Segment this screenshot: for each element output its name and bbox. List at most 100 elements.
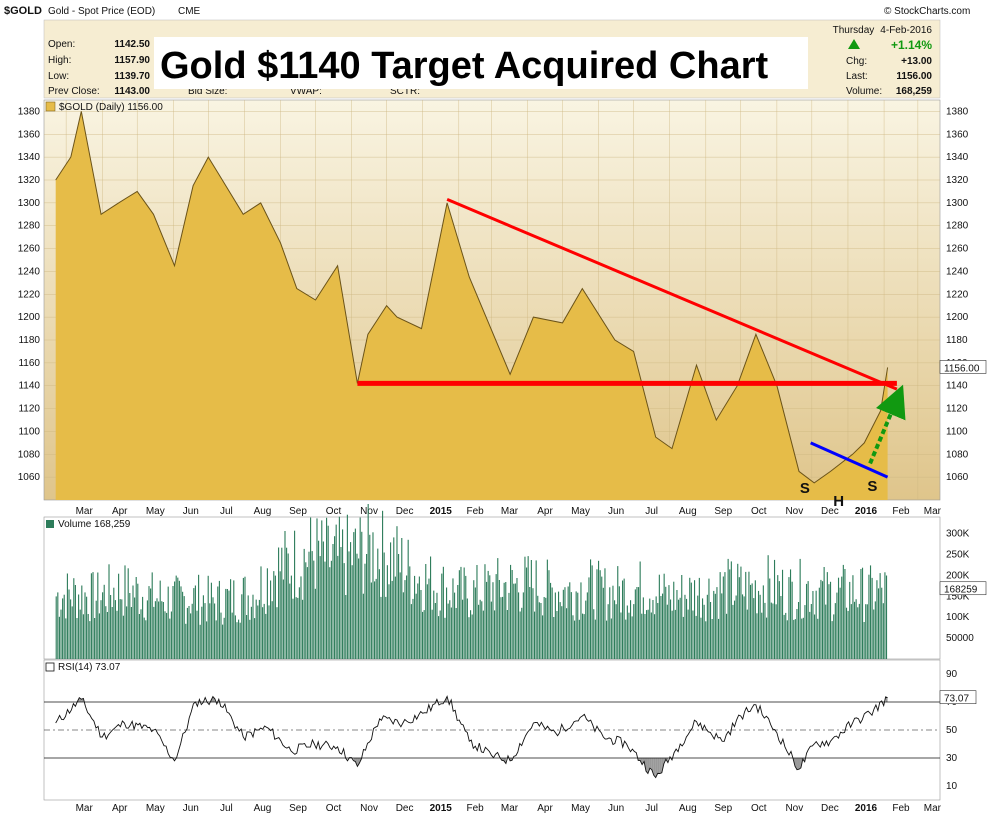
volume-bar	[868, 574, 870, 659]
volume-bar	[380, 596, 382, 659]
volume-y-tick: 50000	[946, 633, 974, 644]
volume-bar	[647, 609, 649, 659]
rsi-x-tick: Mar	[501, 803, 519, 814]
volume-bar	[877, 588, 880, 659]
price-y-tick-right: 1260	[946, 244, 969, 255]
volume-bar	[418, 576, 420, 659]
volume-bar	[182, 591, 184, 659]
volume-bar	[292, 598, 294, 659]
volume-bar	[649, 598, 651, 659]
volume-bar	[514, 583, 516, 659]
price-x-tick: Jul	[220, 506, 233, 517]
volume-bar	[111, 607, 113, 659]
volume-bar	[660, 596, 662, 659]
volume-bar	[396, 526, 398, 659]
volume-bar	[786, 620, 788, 659]
volume-bar	[807, 581, 809, 659]
volume-bar	[425, 564, 427, 659]
price-x-tick: Jun	[183, 506, 199, 517]
price-x-tick: Nov	[785, 506, 803, 517]
volume-bar	[810, 604, 812, 659]
volume-bar	[95, 600, 97, 659]
volume-bar	[119, 599, 121, 659]
volume-bar	[522, 592, 524, 659]
volume-bar	[345, 595, 347, 659]
volume-bar	[332, 544, 334, 659]
price-x-tick: Mar	[76, 506, 94, 517]
rsi-x-tick: Jul	[220, 803, 233, 814]
volume-bar	[575, 591, 577, 659]
volume-bar	[487, 570, 489, 659]
volume-bar	[559, 602, 561, 659]
volume-bar	[850, 604, 852, 659]
volume-bar	[797, 602, 800, 659]
volume-bar	[340, 547, 342, 659]
volume-bar	[545, 597, 547, 659]
volume-bar	[335, 524, 337, 659]
volume-bar	[546, 559, 548, 659]
volume-bar	[175, 575, 177, 659]
volume-bar	[257, 605, 259, 659]
volume-bar	[167, 586, 169, 659]
volume-bar	[310, 517, 312, 659]
volume-bar	[154, 601, 156, 659]
volume-bar	[510, 564, 512, 659]
price-x-tick: Apr	[112, 506, 128, 517]
volume-bar	[490, 601, 492, 659]
price-x-tick: Apr	[537, 506, 553, 517]
volume-bar	[118, 573, 120, 659]
volume-bar	[869, 565, 872, 659]
volume-bar	[199, 624, 201, 659]
volume-bar	[882, 603, 884, 659]
volume-bar	[116, 610, 118, 659]
price-y-tick-left: 1220	[18, 289, 41, 300]
volume-bar	[260, 566, 262, 659]
volume-bar	[606, 620, 608, 659]
volume-bar	[108, 564, 110, 659]
volume-bar	[585, 600, 587, 659]
last-label: Last:	[846, 71, 868, 82]
rsi-x-tick: May	[571, 803, 590, 814]
price-x-tick: Mar	[501, 506, 519, 517]
volume-bar	[669, 599, 672, 659]
volume-bar	[353, 532, 355, 659]
svg-text:1156.00: 1156.00	[944, 363, 980, 374]
volume-bar	[214, 603, 216, 659]
volume-bar	[554, 592, 556, 659]
pattern-annotations: SHS	[800, 478, 878, 510]
exchange-label: CME	[178, 6, 201, 17]
volume-bar	[458, 570, 460, 659]
volume-bar	[498, 580, 500, 659]
volume-bar	[114, 600, 116, 659]
volume-bar	[74, 585, 76, 659]
volume-y-tick: 300K	[946, 529, 970, 540]
volume-bar	[631, 616, 633, 659]
volume-bar	[673, 581, 675, 659]
volume-bar	[439, 610, 441, 659]
volume-bar	[713, 590, 715, 659]
volume-bar	[162, 602, 164, 659]
volume-bar	[228, 590, 230, 659]
volume-bar	[185, 623, 187, 659]
volume-bar	[366, 554, 368, 659]
volume-bar	[129, 593, 131, 659]
volume-bar	[717, 618, 720, 659]
volume-bar	[847, 610, 849, 659]
volume-bar	[172, 586, 174, 659]
rsi-x-tick: 2016	[855, 803, 878, 814]
volume-bar	[78, 594, 80, 659]
price-x-tick: Sep	[289, 506, 307, 517]
low-label: Low:	[48, 71, 69, 82]
rsi-x-tick: Feb	[892, 803, 910, 814]
volume-bar	[591, 565, 593, 659]
volume-bar	[773, 559, 776, 659]
volume-bar	[207, 575, 209, 659]
volume-bar	[87, 614, 89, 659]
rsi-icon	[45, 662, 55, 672]
volume-bar	[615, 604, 617, 659]
volume-bar	[540, 603, 542, 659]
volume-bar	[791, 581, 793, 659]
volume-bar	[721, 593, 723, 659]
volume-bar	[138, 614, 140, 659]
volume-label: Volume:	[846, 86, 882, 97]
